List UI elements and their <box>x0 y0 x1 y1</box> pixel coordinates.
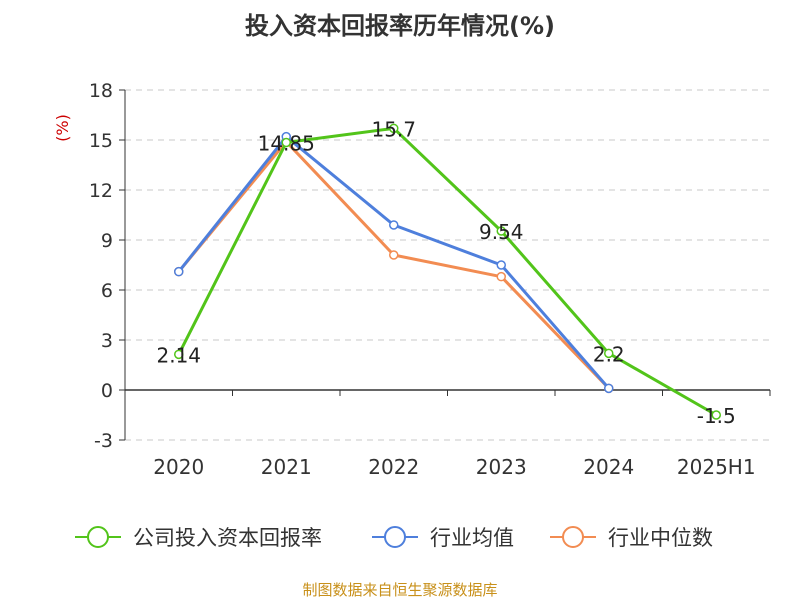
legend: 公司投入资本回报率 行业均值 行业中位数 <box>75 526 713 550</box>
gridlines <box>125 89 770 441</box>
data-label: 2.2 <box>593 342 625 366</box>
y-tick-label: 12 <box>89 180 113 202</box>
data-point <box>281 137 291 148</box>
data-label: 9.54 <box>479 220 524 244</box>
y-tick-label: 15 <box>89 130 113 152</box>
x-tick-label: 2024 <box>583 455 634 479</box>
x-tick-label: 2025H1 <box>677 455 756 479</box>
x-tick-label: 2021 <box>261 455 312 479</box>
data-point <box>604 348 614 359</box>
legend-marker <box>384 526 406 548</box>
y-axis-label: (%) <box>53 114 72 142</box>
data-point <box>496 260 506 270</box>
data-point <box>711 410 721 420</box>
x-tick-label: 2023 <box>476 455 527 479</box>
y-tick-label: 0 <box>101 380 113 402</box>
y-tick-label: 3 <box>101 330 113 352</box>
series-line <box>177 126 717 417</box>
legend-marker <box>562 526 584 548</box>
axes: -3 0 3 6 9 12 15 18 2020 2021 2022 2023 2024 2025H1 <box>89 80 771 479</box>
data-point <box>604 383 614 394</box>
data-label: 14.85 <box>258 132 315 156</box>
data-point <box>389 123 399 134</box>
data-label: 2.14 <box>156 343 201 367</box>
x-tick-label: 2020 <box>153 455 204 479</box>
y-tick-label: -3 <box>94 430 113 452</box>
legend-label: 公司投入资本回报率 <box>133 526 322 550</box>
data-label: 15.7 <box>371 117 416 141</box>
data-point <box>389 220 399 230</box>
series-lines: 2.14 14.85 15.7 9.54 2.2 -1.5 <box>156 117 735 428</box>
data-point <box>389 250 399 260</box>
legend-label: 行业均值 <box>430 526 514 550</box>
y-tick-label: 9 <box>101 230 113 252</box>
y-tick-label: 6 <box>101 280 113 302</box>
chart-title: 投入资本回报率历年情况(%) <box>245 12 555 40</box>
data-label: -1.5 <box>697 404 736 428</box>
legend-marker <box>87 526 109 548</box>
y-tick-label: 18 <box>89 80 113 102</box>
data-point <box>174 349 184 360</box>
legend-label: 行业中位数 <box>608 526 713 550</box>
data-point <box>496 226 506 236</box>
source-note: 制图数据来自恒生聚源数据库 <box>302 581 497 599</box>
series-line <box>177 135 610 390</box>
series-line <box>177 140 610 390</box>
data-point <box>174 266 184 277</box>
x-tick-label: 2022 <box>368 455 419 479</box>
data-point <box>496 271 506 282</box>
